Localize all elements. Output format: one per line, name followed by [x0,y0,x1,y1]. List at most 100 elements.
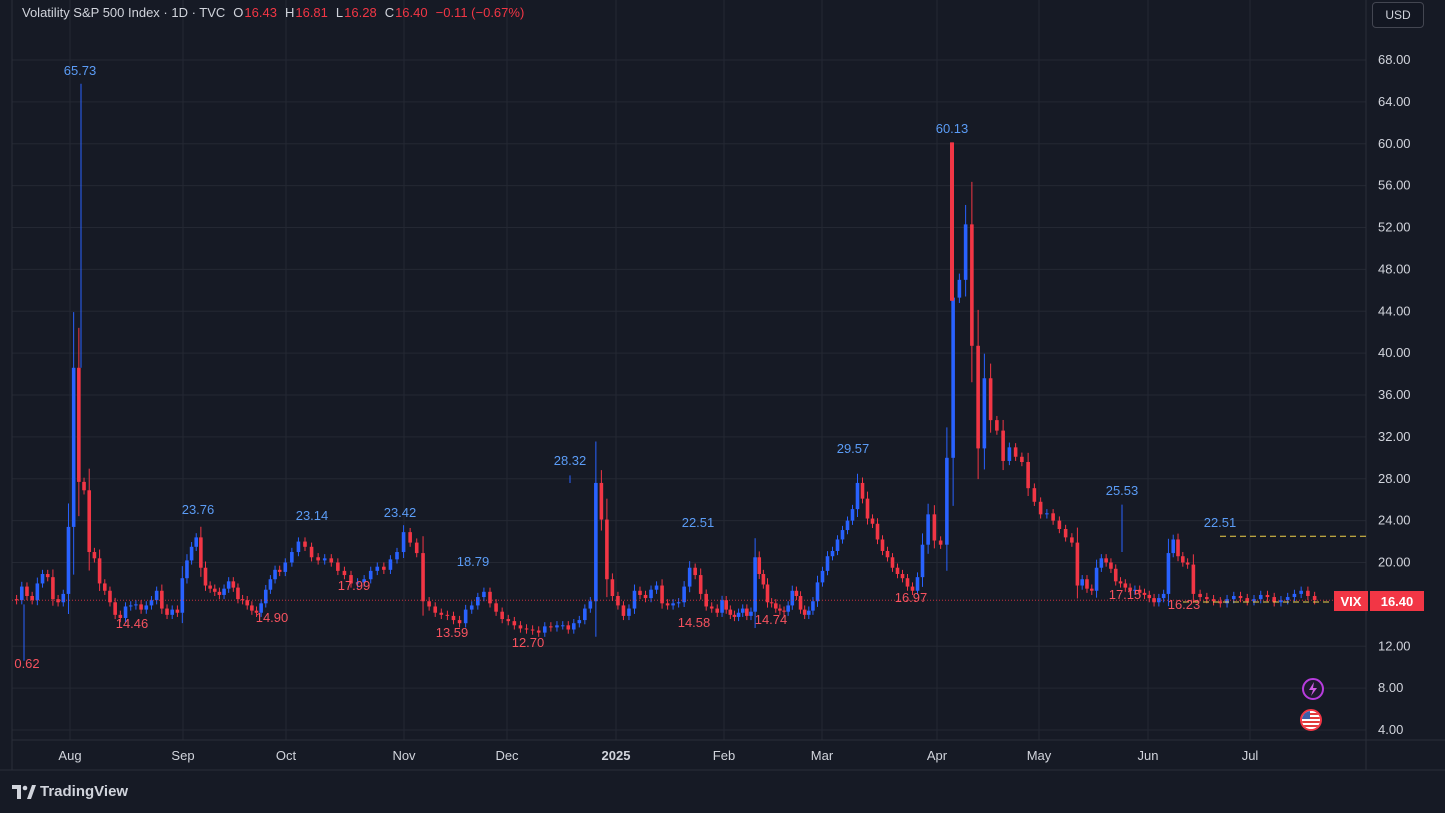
candle-body [599,482,604,520]
candle-body [342,570,347,576]
candle-body [144,605,149,610]
candle-body [194,537,199,547]
footer-brand-label: TradingView [40,783,129,800]
candle-body [605,519,609,580]
candle-body [316,557,320,561]
candle-body [794,590,799,596]
candle-body [1109,562,1113,569]
candle-body [165,608,169,615]
candle-body [309,546,314,558]
candle-body [815,582,820,602]
candle-body [571,623,576,630]
extreme-label-high: 60.13 [936,121,969,136]
x-tick-label: Jul [1242,748,1259,763]
lightning-icon[interactable] [1302,678,1324,700]
candle-body [189,546,194,561]
candle-body [92,552,97,559]
candle-body [1181,556,1185,563]
candle-body [654,585,659,590]
candle-body [87,490,92,553]
x-tick-label: 2025 [602,748,631,763]
extreme-label-high: 18.79 [457,554,490,569]
candle-body [773,603,778,609]
candle-body [749,611,753,616]
extreme-label-high: 25.53 [1106,483,1139,498]
candle-body [900,574,905,579]
x-tick-label: Aug [58,748,81,763]
tradingview-brand[interactable]: TradingView [12,783,128,800]
candle-body [649,589,653,599]
candle-body [1306,590,1310,596]
x-tick-label: Jun [1138,748,1159,763]
candle-body [1312,596,1317,601]
candle-body [45,574,50,578]
candle-body [500,611,504,620]
candle-body [963,224,968,280]
candle-body [1142,592,1147,595]
candle-body [296,541,301,553]
us-flag-icon[interactable] [1300,709,1322,731]
candle-body [518,625,523,629]
candle-body [77,367,81,482]
candle-body [1258,594,1263,600]
candle-body [35,583,40,601]
candle-body [728,609,733,615]
y-tick-label: 36.00 [1378,387,1411,402]
candle-body [1161,593,1166,599]
x-tick-label: Feb [713,748,735,763]
extreme-label-high: 23.42 [384,505,417,520]
candle-body [704,593,709,607]
candle-body [555,625,559,628]
y-tick-label: 48.00 [1378,261,1411,276]
legend-close-label: C [384,5,395,20]
candle-body [1063,529,1068,538]
candle-body [671,603,675,606]
tradingview-logo-icon [12,784,36,799]
candle-body [660,585,664,604]
y-tick-label: 56.00 [1378,178,1411,193]
legend-low-value: 16.28 [344,5,377,20]
candle-body [549,626,553,628]
candle-body [128,605,133,607]
candle-body [782,610,786,612]
candle-body [1020,456,1024,462]
candle-body [870,518,875,524]
candle-body [1104,558,1108,563]
candle-body [786,605,790,612]
candle-body [1085,579,1089,589]
candle-body [1245,598,1250,602]
candle-body [303,541,307,547]
candle-body [820,570,825,583]
candle-body [875,523,880,540]
candle-body [1231,596,1236,600]
candle-body [1265,594,1270,598]
candle-body [1118,581,1123,584]
candle-body [825,556,830,571]
candle-body [845,520,850,531]
extreme-label-low: 17.15 [1109,587,1142,602]
extreme-label-low: 16.23 [1168,597,1201,612]
candle-body [905,578,910,587]
candle-body [236,587,240,600]
candle-body [638,590,642,595]
candle-body [715,608,720,613]
candle-body [349,575,353,584]
candle-body [382,566,386,570]
candle-body [268,579,273,590]
candle-body [855,482,860,510]
candle-body [1032,488,1037,502]
candle-body [798,596,803,610]
candle-body [1152,598,1156,603]
currency-button[interactable]: USD [1372,2,1424,28]
extreme-label-low: 16.97 [895,590,928,605]
candle-body [203,567,208,586]
x-tick-label: Sep [171,748,194,763]
candle-body [245,600,250,606]
candle-body [375,566,380,571]
y-tick-label: 24.00 [1378,513,1411,528]
candle-body [1218,601,1223,604]
candle-body [222,588,226,595]
x-tick-label: Apr [927,748,948,763]
candle-body [632,590,637,609]
